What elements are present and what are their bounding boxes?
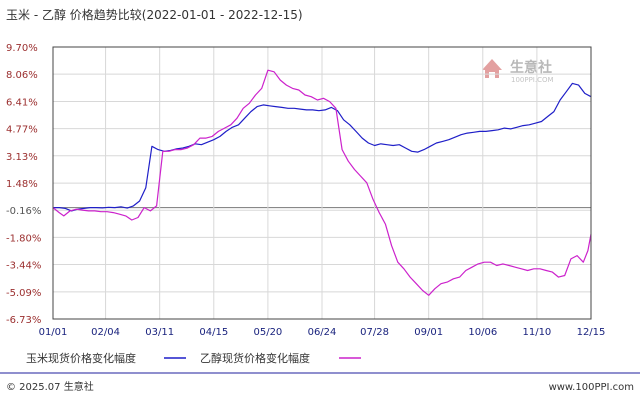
y-tick-label: 9.70% <box>6 43 38 54</box>
legend: 玉米现货价格变化幅度 乙醇现货价格变化幅度 <box>26 351 361 365</box>
x-tick-label: 03/11 <box>145 327 174 338</box>
house-icon <box>482 59 502 78</box>
y-tick-label: -6.73% <box>6 315 41 326</box>
watermark-name: 生意社 <box>510 59 552 76</box>
house-door-icon <box>489 72 495 78</box>
y-tick-label: -3.44% <box>6 261 41 272</box>
plot-frame <box>52 46 592 320</box>
y-tick-label: -1.80% <box>6 233 41 244</box>
x-tick-label: 05/20 <box>253 327 282 338</box>
watermark-url: 100PPI.COM <box>511 76 554 84</box>
legend-label-ethanol: 乙醇现货价格变化幅度 <box>200 351 310 365</box>
y-tick-label: 6.41% <box>6 97 38 108</box>
watermark-logo: 生意社 100PPI.COM <box>482 59 554 84</box>
y-tick-label: -5.09% <box>6 288 41 299</box>
grid <box>53 46 591 320</box>
y-tick-label: 8.06% <box>6 70 38 81</box>
series-line-ethanol <box>52 69 592 296</box>
y-tick-label: 1.48% <box>6 179 38 190</box>
y-tick-label: 3.13% <box>6 152 38 163</box>
x-axis-ticks: 01/01 02/04 03/11 04/15 05/20 06/24 07/28 09/01… <box>39 327 606 338</box>
x-tick-label: 11/10 <box>522 327 551 338</box>
y-tick-label: -0.16% <box>6 206 41 217</box>
x-tick-label: 02/04 <box>91 327 120 338</box>
x-tick-label: 10/06 <box>468 327 497 338</box>
x-tick-label: 01/01 <box>39 327 68 338</box>
x-tick-label: 12/15 <box>577 327 606 338</box>
y-axis-ticks: 9.70% 8.06% 6.41% 4.77% 3.13% 1.48% -0.16% -1.8… <box>6 43 41 326</box>
chart-title: 玉米 - 乙醇 价格趋势比较(2022-01-01 - 2022-12-15) <box>6 7 303 22</box>
legend-label-corn: 玉米现货价格变化幅度 <box>26 351 136 365</box>
x-tick-label: 06/24 <box>308 327 337 338</box>
footer-website: www.100PPI.com <box>549 382 634 393</box>
y-tick-label: 4.77% <box>6 125 38 136</box>
x-tick-label: 09/01 <box>414 327 443 338</box>
footer-copyright: © 2025.07 生意社 <box>6 380 94 393</box>
series-line-corn <box>53 82 592 212</box>
x-tick-label: 04/15 <box>199 327 228 338</box>
x-tick-label: 07/28 <box>360 327 389 338</box>
series-lines <box>52 69 592 296</box>
